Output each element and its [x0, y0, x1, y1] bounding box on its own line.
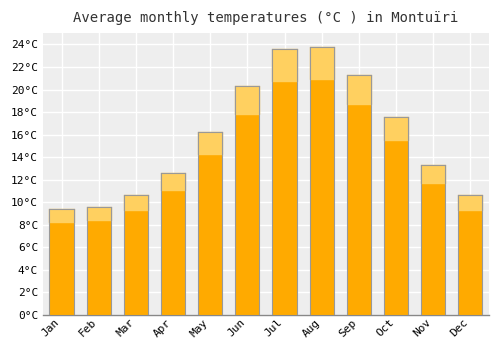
- Bar: [310, 47, 334, 315]
- Bar: [198, 132, 222, 154]
- Bar: [86, 206, 111, 219]
- Bar: [161, 173, 185, 315]
- Bar: [347, 75, 371, 104]
- Bar: [86, 206, 111, 315]
- Bar: [310, 47, 334, 79]
- Bar: [161, 173, 185, 190]
- Bar: [421, 165, 445, 183]
- Bar: [384, 117, 408, 315]
- Bar: [50, 209, 74, 315]
- Bar: [272, 49, 296, 315]
- Bar: [50, 209, 74, 222]
- Bar: [272, 49, 296, 81]
- Bar: [124, 195, 148, 315]
- Bar: [124, 195, 148, 210]
- Bar: [458, 195, 482, 210]
- Bar: [236, 86, 260, 113]
- Bar: [384, 117, 408, 140]
- Bar: [236, 86, 260, 315]
- Bar: [421, 165, 445, 315]
- Bar: [198, 132, 222, 315]
- Title: Average monthly temperatures (°C ) in Montuïri: Average monthly temperatures (°C ) in Mo…: [74, 11, 458, 25]
- Bar: [347, 75, 371, 315]
- Bar: [458, 195, 482, 315]
